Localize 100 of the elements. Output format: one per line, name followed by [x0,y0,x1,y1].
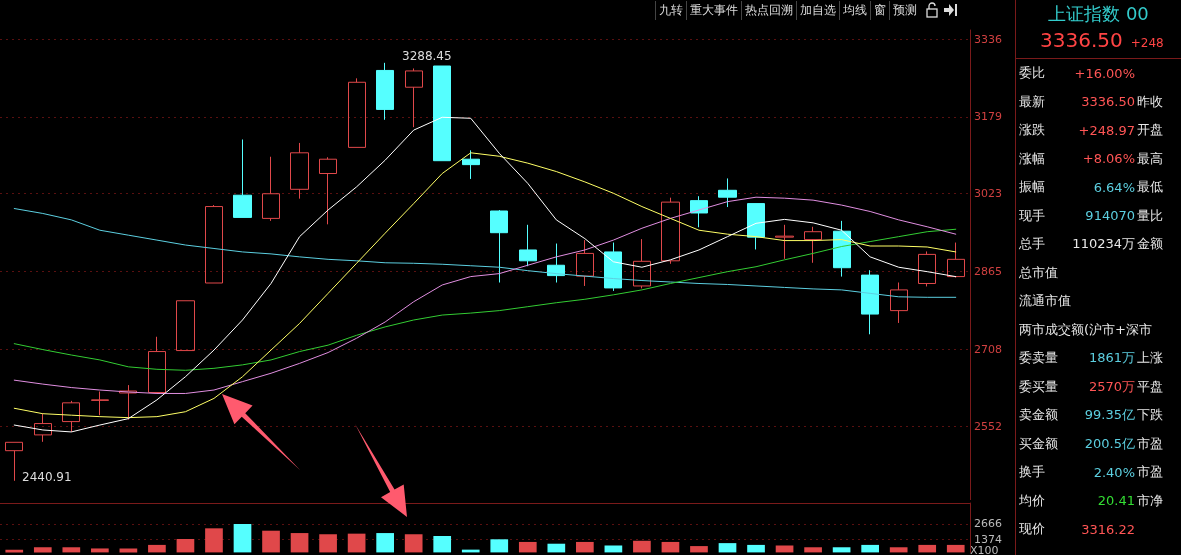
bar [946,544,965,553]
text: 委卖量 [1019,350,1058,366]
y-tick-label: 3023 [974,187,1002,201]
text: 九转 [655,0,686,20]
candlestick [576,239,594,287]
candlestick [376,62,394,121]
y-axis-title: X100 [970,543,999,555]
y-tick-label: 2865 [974,265,1002,279]
text: 总市值 [1019,264,1058,280]
bar [832,547,851,553]
text: 加自选 [796,0,839,20]
text: 市净 [1137,492,1163,508]
text: 20.41 [1097,493,1135,509]
text: +16.00% [1074,65,1135,81]
text: 市盈 [1137,435,1163,451]
line-series [13,196,957,394]
bar [518,541,537,553]
bar [690,546,708,553]
candlestick [519,224,537,267]
text: 热点回溯 [741,0,796,20]
text: 窗 [870,0,889,20]
bar [176,538,195,553]
candlestick [633,238,651,289]
bar [604,545,623,553]
bar [404,534,423,553]
text: 涨幅 [1019,150,1045,166]
text: +8.06% [1082,151,1135,167]
candlestick [405,67,423,128]
text: 最高 [1137,150,1163,166]
candlestick [233,138,252,218]
text: 2.40% [1093,464,1135,480]
bar [490,539,509,553]
candlestick [205,204,223,284]
text: 平盘 [1137,378,1163,394]
text: 均线 [839,0,870,20]
text: 市盈 [1137,464,1163,480]
text: 最新 [1019,93,1045,109]
candlestick [148,336,166,394]
text: 3316.22 [1081,521,1135,537]
candlestick [718,177,737,208]
y-tick-label: 1374 [974,532,1002,546]
candlestick [34,413,52,443]
text: 委比 [1019,65,1045,81]
text: 流通市值 [1019,293,1071,309]
text: 预测 [889,0,920,20]
bar [889,547,908,553]
bar [205,528,223,553]
bar [347,533,366,553]
text: 6.64% [1093,179,1135,195]
candlestick [290,142,309,200]
text: 总手 [1019,236,1045,252]
text: 最低 [1137,179,1163,195]
text: 金额 [1137,236,1163,252]
text: 换手 [1019,464,1045,480]
bar [918,544,937,553]
text: 1861万 [1088,350,1135,366]
line-series [13,228,957,371]
text: 昨收 [1137,93,1163,109]
candlestick [119,384,137,421]
candlestick [176,300,195,352]
bar [262,530,280,553]
candlestick [804,226,822,264]
text: 买金额 [1019,435,1058,451]
annotation: 3288.45 [402,49,452,63]
candlestick [690,195,708,228]
candlestick [490,209,508,284]
line-series [13,208,957,298]
candlestick [319,156,337,225]
bar [804,547,822,553]
bar [775,545,794,553]
bar [148,544,166,553]
text: 重大事件 [686,0,741,20]
bar [119,548,138,553]
bar [319,534,337,553]
candlestick [433,65,451,162]
text: 914070 [1085,208,1135,224]
text: 量比 [1137,207,1163,223]
text: 110234万 [1072,236,1135,252]
bar [290,533,309,553]
text: 3336.50 [1081,94,1135,110]
candlestick [861,269,879,335]
text: 振幅 [1019,179,1045,195]
candlestick [262,156,280,222]
bar [233,524,252,553]
candlestick [918,250,936,287]
text: +248.97 [1078,122,1135,138]
bar [33,547,52,553]
line-series [13,152,957,419]
bar [861,544,879,553]
candlestick [775,224,794,260]
y-tick-label: 2666 [974,517,1002,531]
bar [376,533,394,553]
text: 3336.50 [1040,28,1123,52]
bar [433,536,452,553]
text: 99.35亿 [1084,407,1135,423]
bar [747,544,765,553]
candlestick [604,242,622,292]
text: 上涨 [1137,350,1163,366]
bar [718,543,737,553]
bar [633,540,651,553]
